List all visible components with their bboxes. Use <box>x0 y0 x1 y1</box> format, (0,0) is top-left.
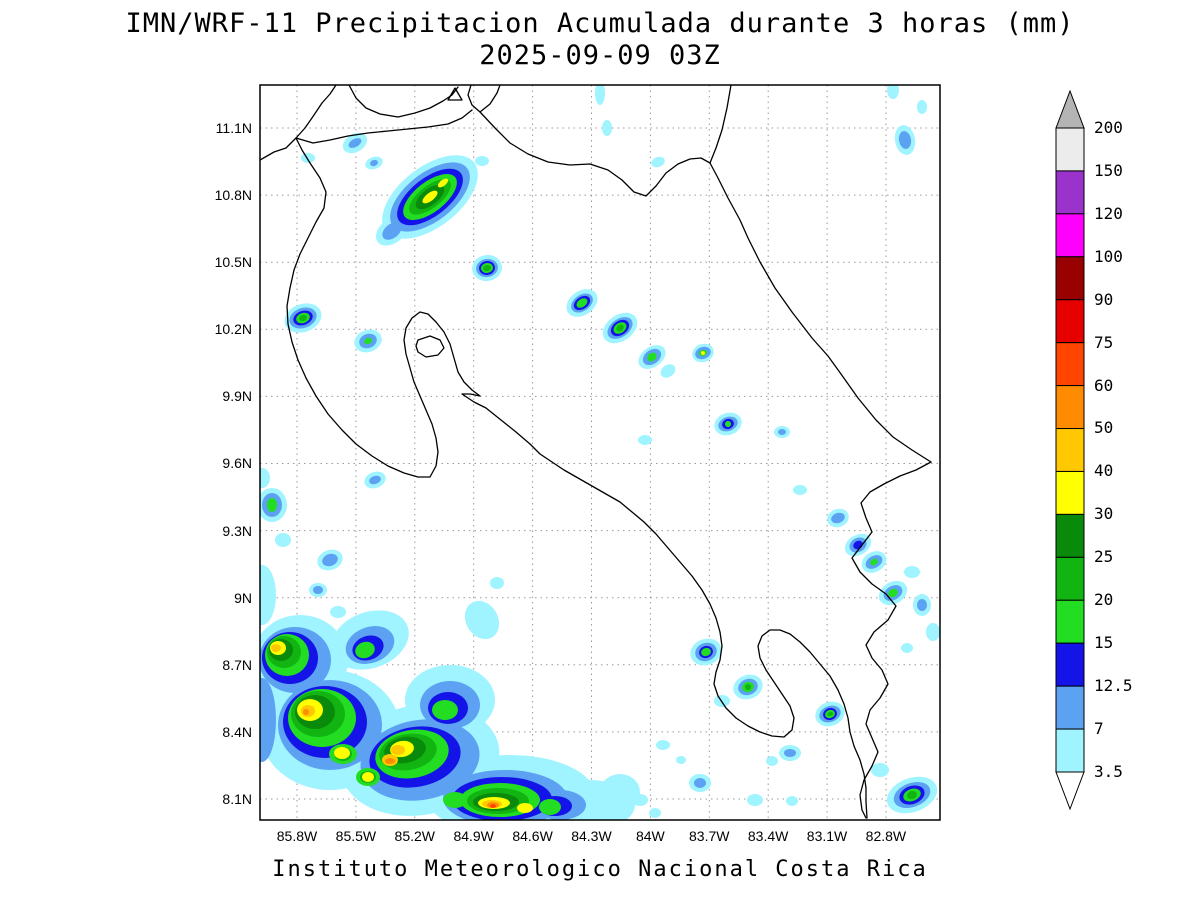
latitude-tick-label: 11.1N <box>215 120 252 136</box>
colorbar-value-label: 75 <box>1094 332 1114 352</box>
longitude-tick-label: 85.5W <box>335 828 377 844</box>
latitude-tick-label: 9N <box>234 589 252 606</box>
longitude-tick-label: 84.3W <box>571 828 612 844</box>
longitude-tick-label: 83.7W <box>689 828 730 844</box>
longitude-tick-label: 83.1W <box>806 828 848 844</box>
colorbar-value-label: 12.5 <box>1094 675 1133 695</box>
latitude-tick-label: 8.1N <box>222 790 252 807</box>
colorbar-value-label: 60 <box>1094 375 1114 395</box>
longitude-tick-label: 84.6W <box>512 828 553 844</box>
longitude-tick-label: 84.9W <box>453 828 494 844</box>
colorbar-value-label: 90 <box>1094 289 1114 309</box>
colorbar-value-labels: 200 150 120 100 90 75 60 50 40 30 25 20 15 12.5 7 3.5 <box>1094 119 1133 781</box>
latitude-tick-label: 8.7N <box>222 656 252 673</box>
longitude-tick-label: 84W <box>635 828 665 844</box>
colorbar-value-label: 40 <box>1094 461 1114 481</box>
latitude-tick-label: 10.8N <box>214 187 252 204</box>
colorbar-value-label: 20 <box>1094 590 1114 610</box>
colorbar-value-label: 25 <box>1094 547 1114 567</box>
colorbar-value-label: 50 <box>1094 418 1114 438</box>
longitude-tick-label: 83.4W <box>747 828 789 844</box>
colorbar-value-label: 30 <box>1094 504 1114 524</box>
page-title: IMN/WRF-11 Precipitacion Acumulada duran… <box>125 8 1075 39</box>
longitude-axis: 85.8W 85.5W 85.2W 84.9W 84.6W 84.3W 84W 83.7W 83… <box>273 827 910 847</box>
latitude-tick-label: 9.3N <box>222 522 252 539</box>
latitude-tick-label: 9.9N <box>222 388 252 405</box>
longitude-tick-label: 85.8W <box>276 828 318 844</box>
latitude-tick-label: 8.4N <box>222 723 252 740</box>
colorbar-value-label: 3.5 <box>1094 761 1123 781</box>
footer-institution-label: Instituto Meteorologico Nacional Costa R… <box>272 857 928 882</box>
longitude-tick-label: 85.2W <box>394 828 436 844</box>
colorbar-value-label: 150 <box>1094 160 1123 180</box>
page-subtitle-datetime: 2025-09-09 03Z <box>479 40 721 71</box>
longitude-tick-label: 82.8W <box>865 828 907 844</box>
latitude-axis: 11.1N 10.8N 10.5N 10.2N 9.9N 9.6N 9.3N 9N 8.7N 8.… <box>150 119 252 808</box>
colorbar-value-label: 120 <box>1094 203 1123 223</box>
colorbar-value-label: 15 <box>1094 633 1114 653</box>
latitude-tick-label: 10.2N <box>214 321 252 338</box>
latitude-tick-label: 9.6N <box>222 455 252 472</box>
latitude-tick-label: 10.5N <box>214 254 252 271</box>
colorbar-value-label: 100 <box>1094 246 1123 266</box>
colorbar-value-label: 7 <box>1094 718 1104 738</box>
colorbar-value-label: 200 <box>1094 118 1123 137</box>
